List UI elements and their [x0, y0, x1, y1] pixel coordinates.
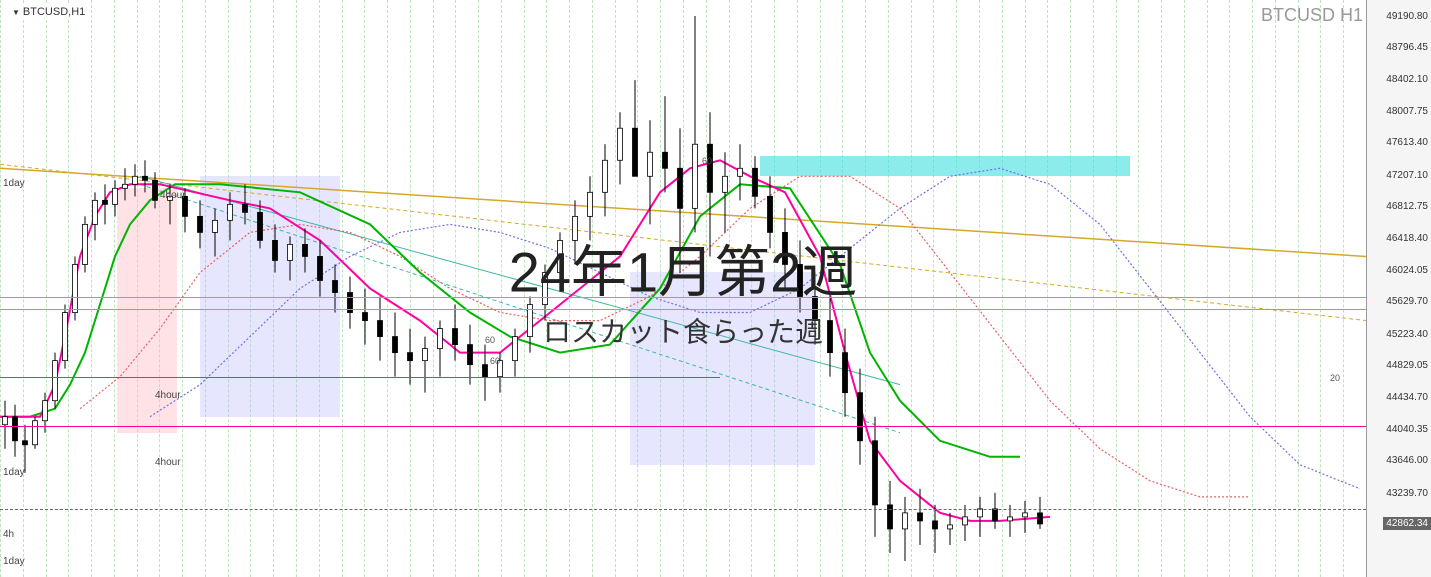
price-tick: 44829.05 [1386, 360, 1428, 371]
timeframe-annotation: 4hour [155, 390, 181, 401]
price-tick: 45223.40 [1386, 329, 1428, 340]
price-tick: 48402.10 [1386, 74, 1428, 85]
timeframe-annotation: 4hour [160, 190, 186, 201]
price-tick: 45629.70 [1386, 296, 1428, 307]
price-axis: 49190.80 48796.45 48402.10 48007.75 47613.40… [1366, 0, 1431, 577]
horizontal-line [0, 426, 1366, 427]
price-tick: 48796.45 [1386, 42, 1428, 53]
price-tick: 49190.80 [1386, 11, 1428, 22]
price-tick: 46812.75 [1386, 201, 1428, 212]
price-tick: 44040.35 [1386, 424, 1428, 435]
horizontal-line [0, 509, 1366, 510]
current-price-tag: 42862.34 [1383, 517, 1431, 530]
price-tick: 44434.70 [1386, 392, 1428, 403]
price-tick: 48007.75 [1386, 106, 1428, 117]
chart-container: 4hour 4hour 4hour 1day 1day 1day 4h 60 60 60 20 ▼… [0, 0, 1431, 577]
symbol-text: BTCUSD,H1 [23, 6, 85, 18]
overlay-title: 24年1月第2週 ロスカット食らった週 [509, 227, 858, 350]
overlay-sub-text: ロスカット食らった週 [509, 310, 858, 350]
price-tick: 47613.40 [1386, 137, 1428, 148]
overlay-main-text: 24年1月第2週 [509, 227, 858, 308]
marker-label: 60 [702, 156, 712, 166]
price-tick: 46024.05 [1386, 265, 1428, 276]
price-tick: 47207.10 [1386, 170, 1428, 181]
price-tick: 46418.40 [1386, 233, 1428, 244]
marker-label: 60 [490, 356, 500, 366]
dropdown-icon: ▼ [12, 8, 20, 17]
timeframe-annotation: 4hour [155, 457, 181, 468]
horizontal-line [0, 377, 720, 378]
timeframe-label: BTCUSD H1 [1261, 5, 1363, 26]
symbol-label[interactable]: ▼BTCUSD,H1 [8, 5, 89, 19]
chart-plot-area[interactable]: 4hour 4hour 4hour 1day 1day 1day 4h 60 60 60 20 ▼… [0, 0, 1366, 577]
timeframe-annotation: 4h [3, 529, 14, 540]
price-tick: 43646.00 [1386, 455, 1428, 466]
marker-label: 20 [1330, 373, 1340, 383]
timeframe-annotation: 1day [3, 178, 25, 189]
price-tick: 43239.70 [1386, 488, 1428, 499]
marker-label: 60 [485, 335, 495, 345]
timeframe-annotation: 1day [3, 467, 25, 478]
timeframe-annotation: 1day [3, 556, 25, 567]
